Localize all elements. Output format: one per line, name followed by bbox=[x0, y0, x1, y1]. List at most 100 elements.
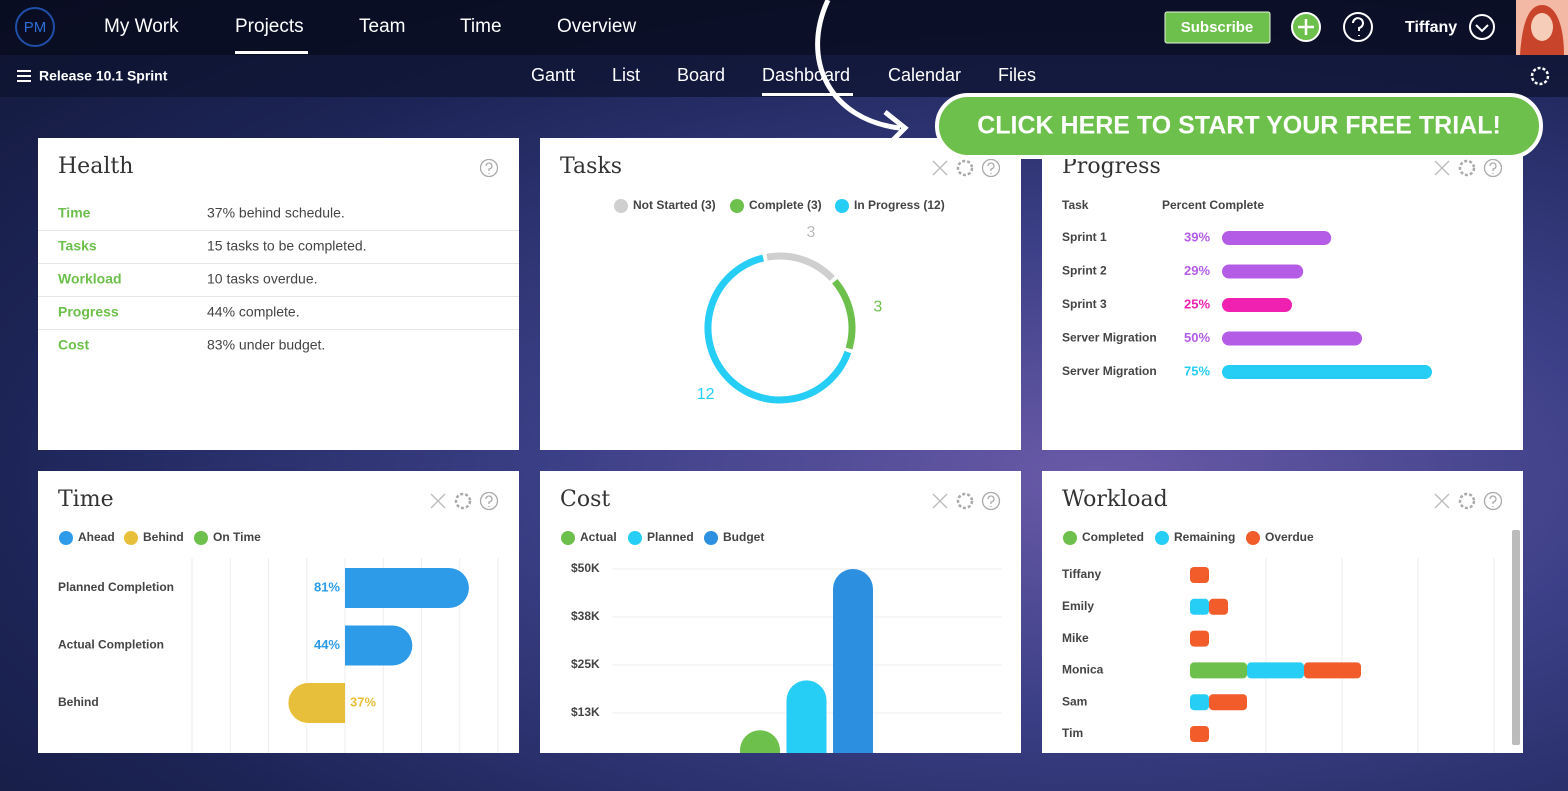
bar-segment bbox=[1190, 567, 1209, 583]
legend-swatch bbox=[194, 531, 208, 545]
help-icon bbox=[981, 491, 1001, 511]
bar-segment bbox=[1190, 662, 1247, 679]
active-underline bbox=[235, 51, 308, 54]
legend-swatch bbox=[628, 531, 642, 545]
tab[interactable]: Files bbox=[998, 65, 1037, 85]
cta-arrow bbox=[815, 0, 901, 131]
nav-item[interactable]: Team bbox=[359, 16, 406, 37]
health-label: Workload bbox=[58, 271, 122, 287]
health-label: Tasks bbox=[58, 238, 97, 254]
cta-label[interactable]: CLICK HERE TO START YOUR FREE TRIAL! bbox=[977, 112, 1501, 140]
y-tick-label: $25K bbox=[571, 657, 600, 671]
help-icon bbox=[1352, 17, 1364, 36]
legend-label: On Time bbox=[213, 530, 261, 544]
column-header: Task bbox=[1062, 198, 1089, 212]
nav-item[interactable]: My Work bbox=[104, 16, 179, 37]
cta-button[interactable] bbox=[935, 93, 1543, 159]
bar-segment bbox=[1190, 726, 1209, 742]
task-name: Sprint 1 bbox=[1062, 230, 1107, 244]
donut-segment bbox=[832, 278, 856, 350]
panel-title: Cost bbox=[560, 487, 611, 512]
health-text: 37% behind schedule. bbox=[207, 205, 345, 221]
legend-swatch bbox=[561, 531, 575, 545]
scrollbar bbox=[1512, 530, 1520, 745]
person-name: Mike bbox=[1062, 631, 1089, 645]
legend-label: Not Started (3) bbox=[633, 198, 716, 212]
project-name[interactable]: Release 10.1 Sprint bbox=[39, 68, 168, 84]
bar-segment bbox=[1190, 630, 1209, 647]
nav-item[interactable]: Time bbox=[460, 16, 502, 37]
workload-chart: Completed Remaining Overdue Tiffany Emily Mik… bbox=[1062, 491, 1520, 753]
tab[interactable]: List bbox=[612, 65, 641, 85]
task-name: Server Migration bbox=[1062, 331, 1157, 345]
help-mark bbox=[1489, 495, 1497, 507]
value-label: 81% bbox=[314, 579, 340, 594]
health-text: 44% complete. bbox=[207, 304, 300, 320]
bar-segment bbox=[1247, 662, 1304, 679]
tab[interactable]: Board bbox=[677, 65, 726, 85]
user-menu[interactable] bbox=[1469, 14, 1495, 40]
value-label: 44% bbox=[314, 637, 340, 652]
task-name: Sprint 2 bbox=[1062, 264, 1107, 278]
legend-label: Remaining bbox=[1174, 530, 1235, 544]
person-name: Tim bbox=[1062, 726, 1083, 740]
help-icon bbox=[479, 491, 499, 511]
subscribe-button[interactable] bbox=[1164, 11, 1271, 44]
add-icon bbox=[1298, 19, 1314, 35]
help-mark bbox=[1489, 162, 1497, 174]
avatar-face bbox=[1531, 13, 1553, 41]
donut-label: 3 bbox=[806, 224, 815, 241]
user-name[interactable]: Tiffany bbox=[1405, 19, 1457, 36]
progress-chart: Task Percent Complete Sprint 1 39% Sprint 2 2… bbox=[1062, 158, 1503, 379]
expand-icon bbox=[1434, 493, 1450, 509]
y-tick-label: $38K bbox=[571, 609, 600, 623]
legend-swatch bbox=[614, 199, 628, 213]
legend-label: Ahead bbox=[78, 530, 115, 544]
donut-segment bbox=[704, 254, 852, 404]
cost-panel: Cost Actual Planned Budget $50K $38K $25K $13K bbox=[540, 471, 1021, 753]
progress-bar bbox=[1222, 298, 1292, 312]
percent-label: 39% bbox=[1184, 229, 1210, 244]
logo[interactable]: PM bbox=[24, 19, 47, 36]
health-label: Time bbox=[58, 205, 91, 221]
help-button[interactable] bbox=[1343, 12, 1373, 42]
health-table: Time 37% behind schedule. Tasks 15 tasks to… bbox=[38, 158, 519, 353]
legend-label: Completed bbox=[1082, 530, 1144, 544]
value-label: 37% bbox=[350, 694, 376, 709]
settings-icon bbox=[454, 492, 472, 510]
bar-segment bbox=[1209, 694, 1247, 711]
person-name: Emily bbox=[1062, 599, 1094, 613]
menu-icon[interactable] bbox=[17, 70, 31, 82]
sub-bar bbox=[0, 55, 1568, 97]
bar-segment bbox=[1190, 694, 1209, 711]
nav-item[interactable]: Overview bbox=[557, 16, 637, 37]
bar bbox=[833, 569, 873, 753]
legend-swatch bbox=[59, 531, 73, 545]
legend-label: Complete (3) bbox=[749, 198, 822, 212]
percent-label: 29% bbox=[1184, 263, 1210, 278]
tasks-panel: Tasks Not Started (3) Complete (3) In Prog… bbox=[540, 138, 1021, 450]
progress-panel: Progress Task Percent Complete Sprint 1 39%… bbox=[1042, 138, 1523, 450]
y-tick-label: $13K bbox=[571, 705, 600, 719]
legend-swatch bbox=[835, 199, 849, 213]
tab[interactable]: Gantt bbox=[531, 65, 576, 85]
bar bbox=[345, 625, 413, 666]
settings-icon[interactable] bbox=[1530, 66, 1550, 86]
nav-item[interactable]: Projects bbox=[235, 16, 304, 37]
subscribe-label[interactable]: Subscribe bbox=[1181, 19, 1254, 36]
column-header: Percent Complete bbox=[1162, 198, 1264, 212]
panel-title: Tasks bbox=[560, 154, 622, 179]
time-chart: Ahead Behind On Time Planned Completion 81% A… bbox=[58, 491, 499, 753]
bar bbox=[786, 680, 827, 753]
expand-icon bbox=[932, 160, 948, 176]
cta-arrowhead bbox=[883, 110, 909, 150]
help-icon bbox=[981, 158, 1001, 178]
legend-swatch bbox=[124, 531, 138, 545]
logo-ring bbox=[15, 7, 55, 47]
help-mark bbox=[987, 162, 995, 174]
tab[interactable]: Calendar bbox=[888, 65, 962, 85]
bar-segment bbox=[1190, 598, 1209, 615]
percent-label: 25% bbox=[1184, 296, 1210, 311]
tab-underline bbox=[762, 93, 853, 96]
legend-label: Budget bbox=[723, 530, 764, 544]
